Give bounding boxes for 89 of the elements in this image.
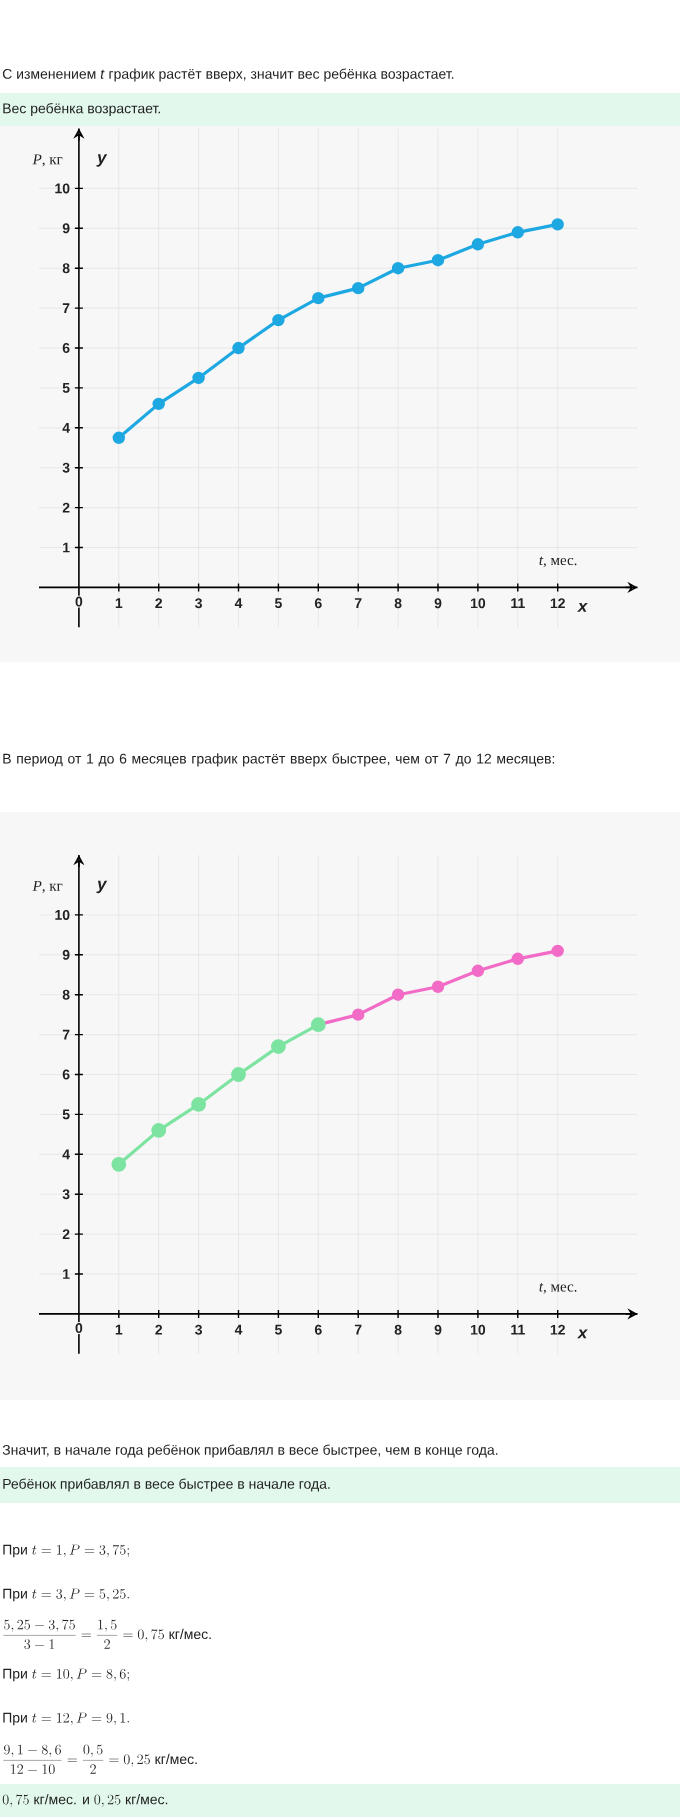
y-tick-label: 1	[63, 542, 70, 553]
y-tick-label: 6	[62, 343, 70, 353]
point	[272, 313, 285, 327]
point	[111, 1156, 127, 1172]
text: С изменением t график растёт вверх, значит вес ребёнка возрастает.	[2, 68, 454, 82]
y-tick-label: 8	[62, 263, 70, 274]
text: $\frac{5,25-3,75}{3-1}=\frac{1,5}{2}=0,75\mbox{ кг/мес.}$	[3, 1619, 211, 1650]
text: $\mbox{При }t=1, P=3,75;$	[3, 1544, 129, 1558]
x-axis-title: t, мес.	[539, 1283, 577, 1294]
x-tick-label: 2	[155, 598, 163, 609]
x-tick-label: 3	[195, 598, 202, 609]
x-tick-label: 11	[511, 598, 525, 608]
x-tick-label: 6	[314, 598, 322, 609]
x-tick-label: 11	[511, 1324, 525, 1335]
y-tick-label: 7	[62, 1029, 70, 1040]
x-tick-label: 8	[394, 1324, 402, 1335]
text: $\frac{9,1-8,6}{12-10}=\frac{0,5}{2}=0,25\mbox{ кг/мес.}$	[3, 1744, 197, 1775]
x-tick-label: 4	[234, 598, 243, 608]
point	[391, 262, 405, 275]
y-tick-label: 5	[62, 383, 70, 393]
point	[112, 431, 125, 444]
y-tick-label: 9	[62, 223, 70, 234]
y-tick-label: 1	[63, 1269, 70, 1279]
text: $\mbox{При }t=12, P=9,1.$	[3, 1712, 129, 1726]
point	[471, 964, 485, 977]
y-tick-label: 10	[55, 183, 70, 194]
point	[271, 1039, 286, 1054]
point	[391, 988, 405, 1001]
x-tick-label: 6	[314, 1324, 322, 1335]
y-tick-label: 7	[62, 303, 70, 313]
y-tick-label: 4	[62, 423, 70, 433]
point	[511, 226, 524, 239]
x-tick-label: 12	[550, 598, 565, 609]
point	[151, 1122, 167, 1138]
y-axis-title: P, кг	[32, 154, 63, 167]
text: $0,75\mbox{ кг/мес. и }0,25\mbox{ кг/мес.}$	[2, 1794, 168, 1807]
y-tick-label: 2	[62, 1229, 70, 1240]
point	[471, 238, 485, 251]
text: В период от 1 до 6 месяцев график растёт вверх быстрее, чем от 7 до 12 месяцев:	[3, 753, 555, 767]
point	[551, 218, 564, 231]
y-tick-label: 10	[55, 909, 70, 920]
annotation: y	[96, 880, 108, 894]
x-tick-label: 1	[115, 598, 123, 608]
y-tick-label: 6	[62, 1069, 70, 1080]
point	[312, 291, 325, 305]
x-tick-label: 0	[75, 596, 83, 607]
point	[551, 944, 564, 958]
y-tick-label: 3	[62, 462, 70, 473]
point	[232, 341, 245, 355]
text: $\mbox{При }t=3, P=5,25.$	[3, 1588, 129, 1602]
y-axis-title: P, кг	[32, 880, 63, 894]
x-tick-label: 10	[470, 1324, 486, 1335]
annotation: x	[577, 602, 588, 612]
x-tick-label: 7	[354, 1324, 362, 1335]
point	[352, 281, 365, 295]
x-tick-label: 12	[550, 1324, 565, 1335]
x-tick-label: 5	[274, 598, 282, 609]
point	[152, 397, 165, 411]
text: Вес ребёнка возрастает.	[3, 102, 160, 117]
y-tick-label: 5	[62, 1109, 70, 1120]
x-axis-title: t, мес.	[539, 556, 577, 568]
y-tick-label: 8	[62, 989, 70, 1000]
x-tick-label: 5	[274, 1324, 282, 1335]
text: $\mbox{При }t=10, P=8,6;$	[3, 1668, 129, 1682]
text: Ребёнок прибавлял в весе быстрее в начале года.	[3, 1478, 330, 1492]
y-tick-label: 4	[62, 1149, 70, 1160]
point	[352, 1008, 365, 1021]
y-tick-label: 3	[62, 1189, 70, 1200]
x-tick-label: 7	[354, 598, 362, 608]
x-tick-label: 1	[115, 1324, 123, 1335]
x-tick-label: 10	[470, 598, 486, 609]
x-tick-label: 9	[434, 598, 442, 609]
x-tick-label: 3	[195, 1324, 202, 1335]
annotation: x	[577, 1329, 588, 1339]
y-tick-label: 9	[62, 949, 70, 960]
y-tick-label: 2	[62, 502, 70, 513]
point	[511, 952, 524, 966]
point	[431, 254, 445, 267]
point	[431, 980, 445, 993]
x-tick-label: 8	[394, 598, 402, 609]
point	[231, 1067, 246, 1082]
point	[192, 371, 205, 385]
annotation: y	[96, 154, 108, 167]
text: Значит, в начале года ребёнок прибавлял в весе быстрее, чем в конце года.	[2, 1444, 498, 1458]
x-tick-label: 9	[434, 1324, 442, 1335]
x-tick-label: 4	[234, 1324, 243, 1335]
x-tick-label: 0	[75, 1323, 83, 1334]
point	[191, 1097, 206, 1112]
x-tick-label: 2	[155, 1324, 163, 1335]
